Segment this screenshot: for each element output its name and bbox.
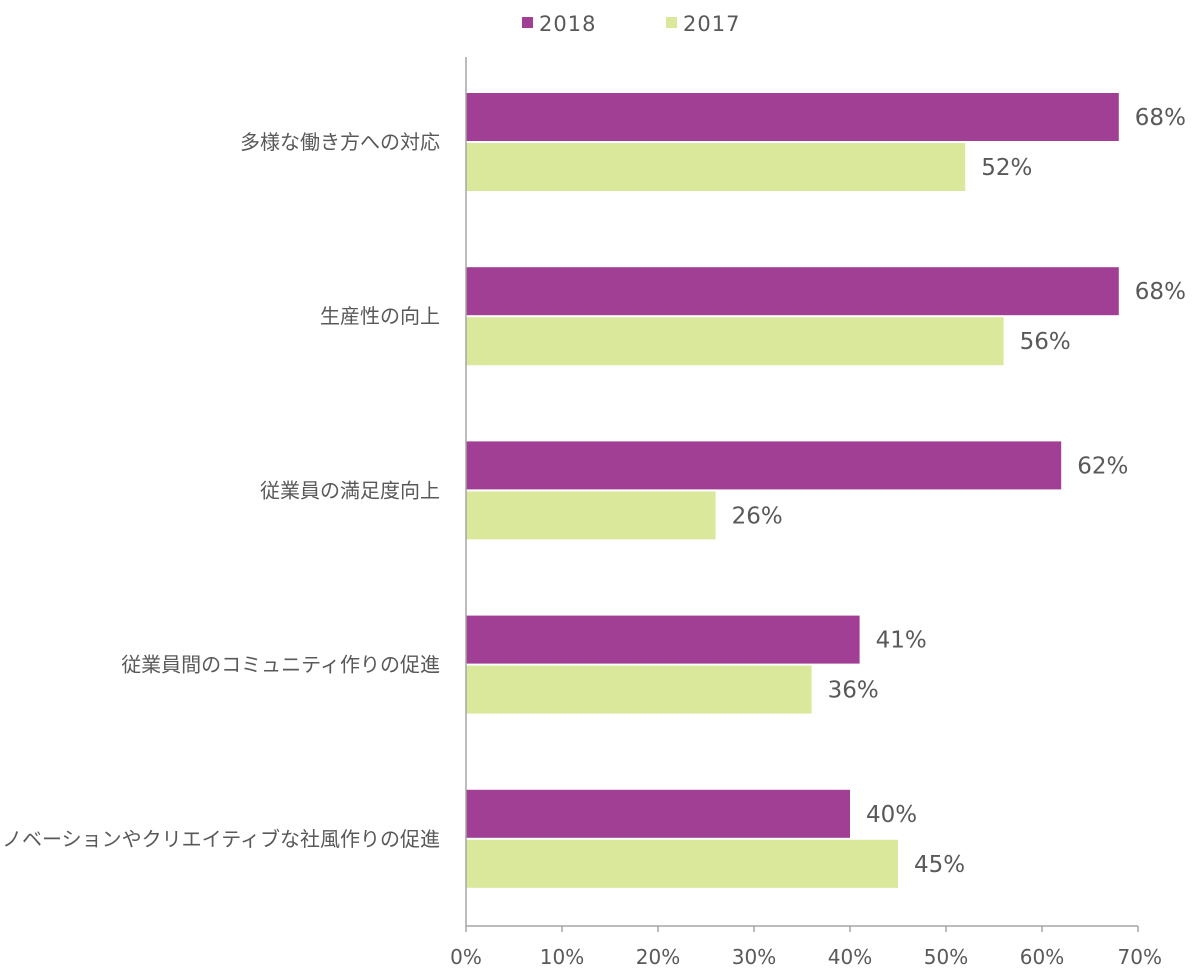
bar-2018-5 <box>466 789 850 838</box>
data-labels: 68% 52% 68% 56% 62% 26% 41% 36% 40% 45% <box>732 105 1186 878</box>
category-labels: 多様な働き方への対応生産性の向上従業員の満足度向上従業員間のコミュニティ作りの促… <box>0 130 440 851</box>
x-tick-label-40: 40% <box>828 945 872 969</box>
data-label-2018-2: 68% <box>1135 279 1186 305</box>
data-label-2018-5: 40% <box>866 802 917 828</box>
legend-label-2017: 2017 <box>683 12 740 36</box>
bar-2018-3 <box>466 441 1062 490</box>
category-label-4: 従業員間のコミュニティ作りの促進 <box>121 653 440 677</box>
x-tick-label-70: 70% <box>1118 945 1162 969</box>
data-label-2018-1: 68% <box>1135 105 1186 131</box>
data-label-2017-1: 52% <box>981 155 1032 181</box>
bar-2018-1 <box>466 93 1119 141</box>
data-label-2018-3: 62% <box>1077 453 1128 479</box>
bar-2017-1 <box>466 143 966 191</box>
bar-2017-4 <box>466 665 812 714</box>
data-label-2017-3: 26% <box>732 503 783 529</box>
data-label-2017-4: 36% <box>828 678 879 704</box>
bar-2017-2 <box>466 317 1004 366</box>
legend-swatch-2017 <box>666 17 677 28</box>
category-label-3: 従業員の満足度向上 <box>260 478 440 502</box>
bar-2018-4 <box>466 615 860 664</box>
category-label-5: イノベーションやクリエイティブな社風作りの促進 <box>0 827 440 851</box>
legend-swatch-2018 <box>522 17 533 28</box>
legend-label-2018: 2018 <box>539 12 596 36</box>
category-label-1: 多様な働き方への対応 <box>240 130 440 154</box>
data-label-2018-4: 41% <box>876 628 927 654</box>
bar-2017-3 <box>466 491 716 540</box>
bar-2018-2 <box>466 267 1119 316</box>
x-tick-label-10: 10% <box>540 945 584 969</box>
x-tick-label-30: 30% <box>732 945 776 969</box>
bar-2017-5 <box>466 839 898 888</box>
x-axis: 0% 10% 20% 30% 40% 50% 60% 70% <box>450 57 1162 969</box>
x-tick-label-20: 20% <box>636 945 680 969</box>
x-tick-label-50: 50% <box>924 945 968 969</box>
data-label-2017-2: 56% <box>1020 329 1071 355</box>
category-label-2: 生産性の向上 <box>320 304 440 328</box>
bars <box>466 93 1119 888</box>
data-label-2017-5: 45% <box>914 852 965 878</box>
legend: 2018 2017 <box>522 12 740 36</box>
x-tick-label-0: 0% <box>450 945 482 969</box>
x-tick-label-60: 60% <box>1020 945 1064 969</box>
